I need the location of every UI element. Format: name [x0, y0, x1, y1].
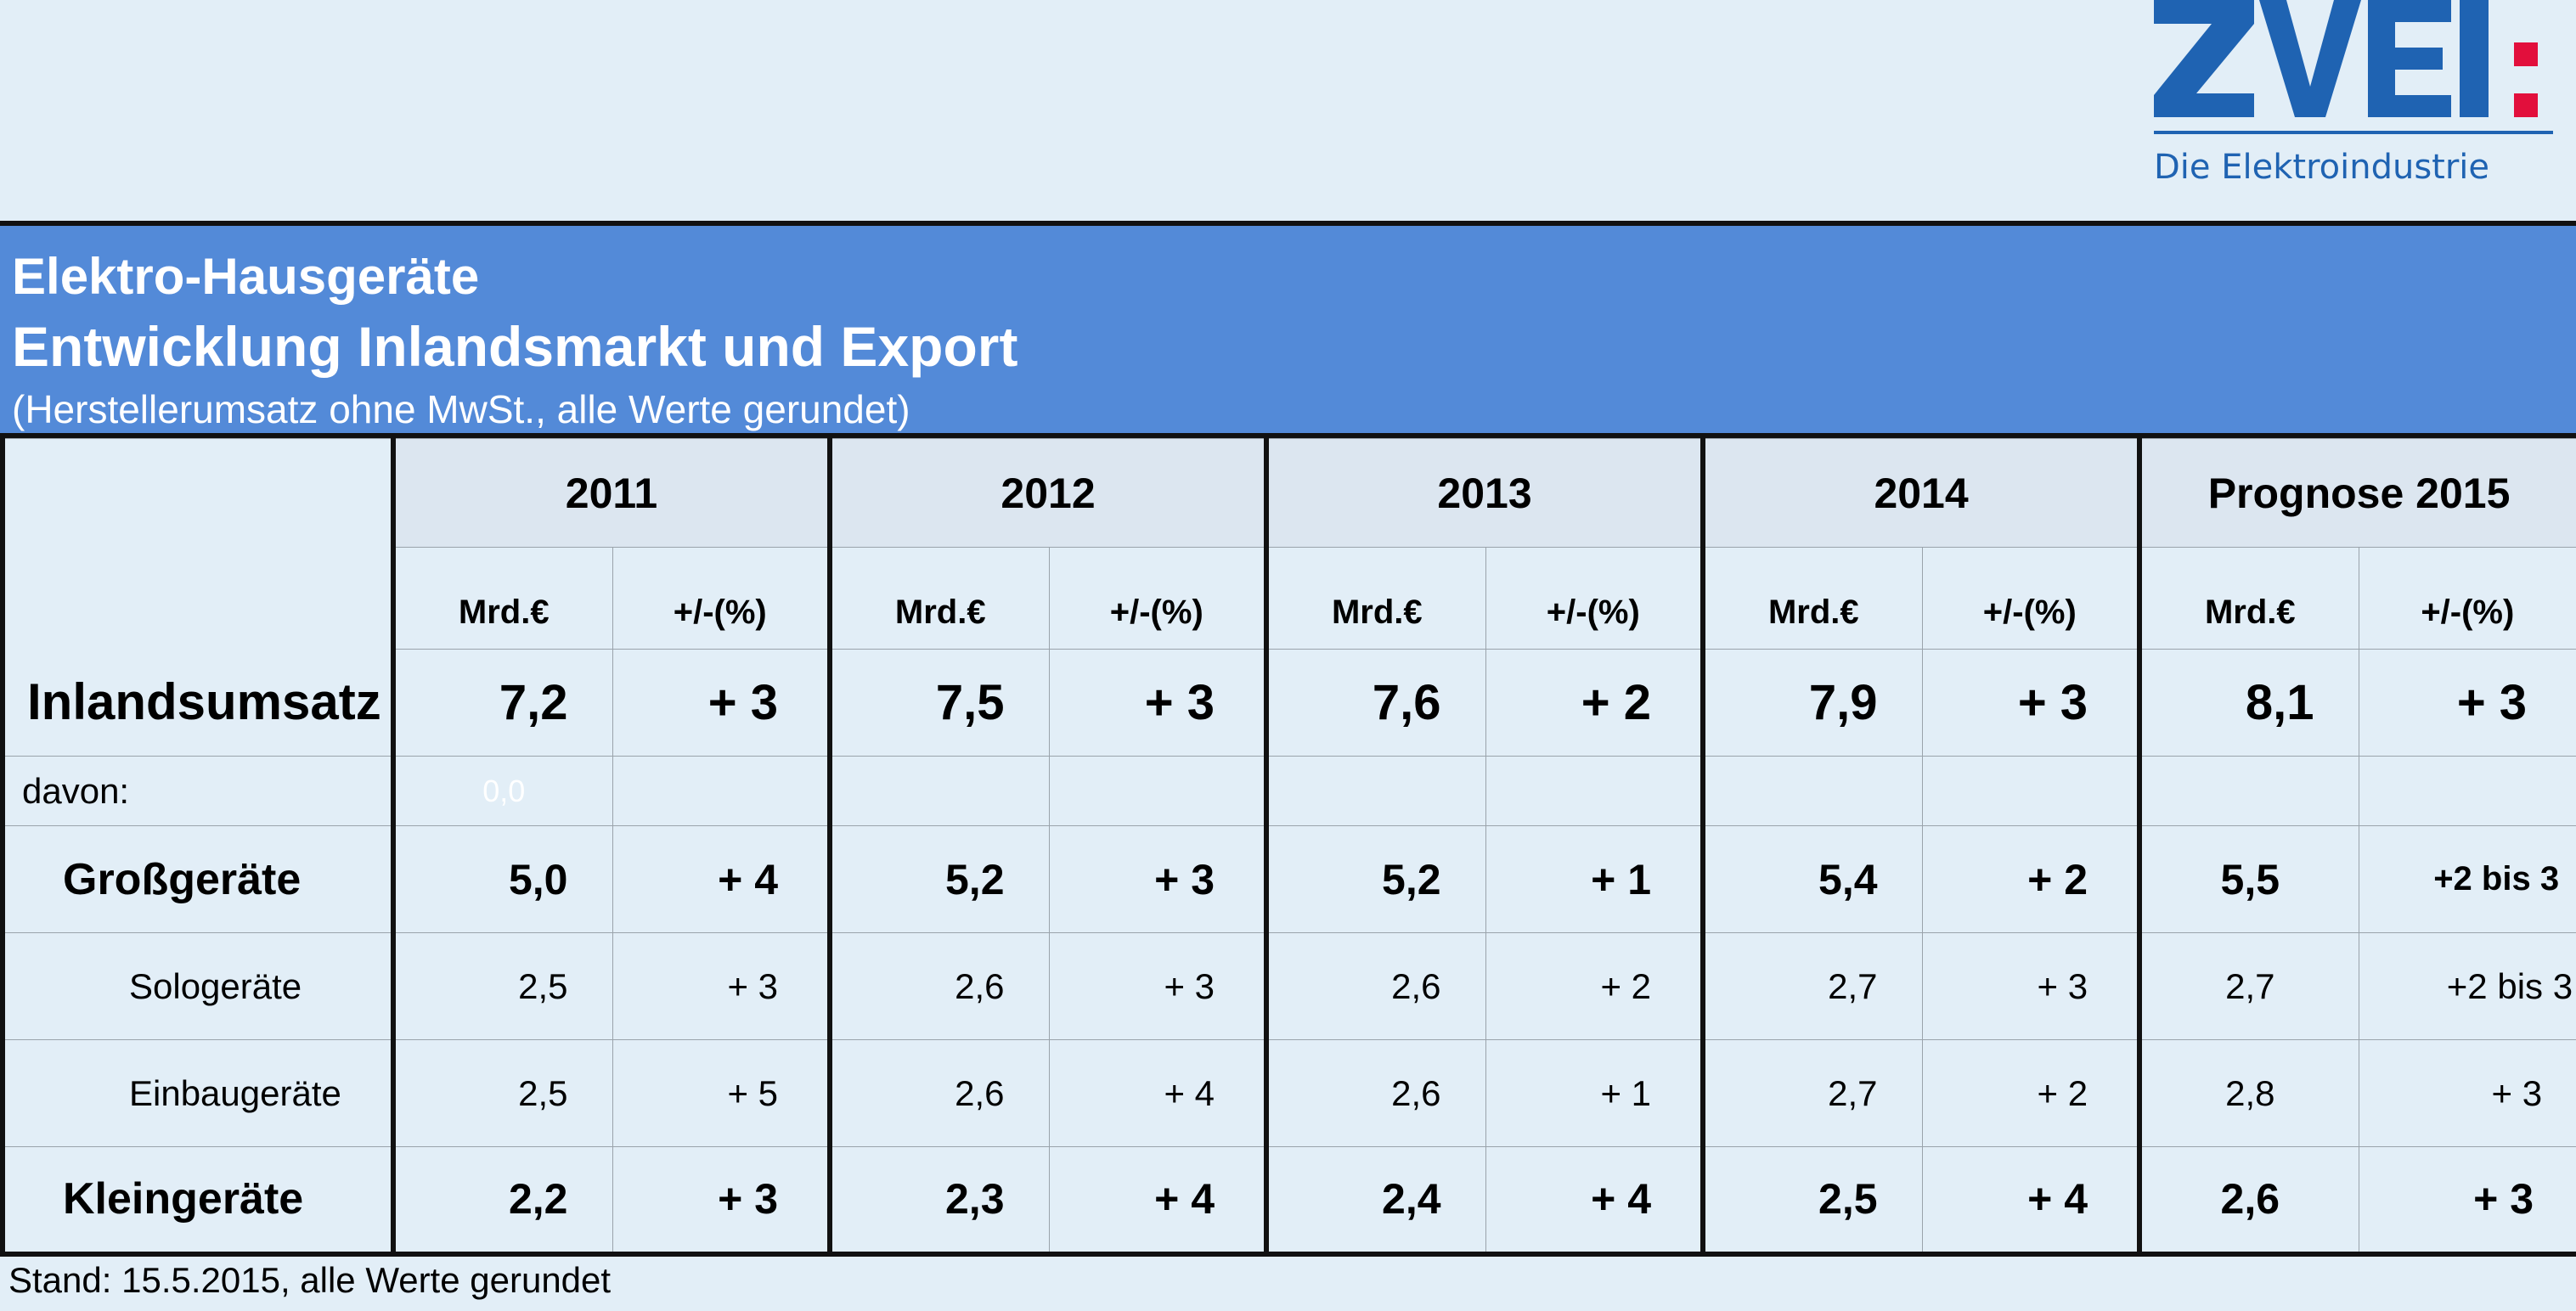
unit-value: Mrd.€ — [1265, 547, 1486, 650]
change-cell: + 2 — [1921, 1039, 2143, 1147]
empty-cell — [829, 756, 1050, 826]
year-2012: 2012 — [829, 438, 1270, 548]
year-header-row: Inlandsumsatz 2011 2012 2013 2014 Progno… — [0, 438, 2576, 757]
value-cell: 2,5 — [392, 1039, 613, 1147]
davon-row: davon: 0,0 — [0, 756, 2576, 826]
year-2015-forecast: Prognose 2015 — [2139, 438, 2576, 548]
gross-row: Großgeräte 5,0 + 4 5,2 + 3 5,2 + 1 5,4 +… — [0, 825, 2576, 933]
year-2014: 2014 — [1702, 438, 2143, 548]
logo-tagline: Die Elektroindustrie — [2154, 148, 2489, 187]
unit-value: Mrd.€ — [1702, 547, 1923, 650]
value-cell: 2,3 — [829, 1146, 1050, 1257]
value-cell: 2,7 — [1702, 1039, 1923, 1147]
unit-change: +/-(%) — [1485, 547, 1706, 650]
value-cell: 2,6 — [829, 932, 1050, 1040]
footer-note: Stand: 15.5.2015, alle Werte gerundet — [8, 1260, 612, 1300]
row-label-cell: Inlandsumsatz — [0, 438, 396, 757]
empty-cell — [1485, 756, 1706, 826]
value-cell: 7,6 — [1265, 649, 1486, 757]
value-cell: 8,1 — [2139, 649, 2359, 757]
change-cell: + 1 — [1485, 825, 1706, 933]
change-cell: + 1 — [1485, 1039, 1706, 1147]
change-cell: + 3 — [612, 932, 833, 1040]
value-cell: 7,5 — [829, 649, 1050, 757]
change-cell: + 3 — [1048, 825, 1270, 933]
change-cell: + 3 — [2358, 1146, 2576, 1257]
value-cell: 2,5 — [392, 932, 613, 1040]
year-2013: 2013 — [1265, 438, 1706, 548]
change-cell: + 3 — [612, 649, 833, 757]
value-cell: 2,5 — [1702, 1146, 1923, 1257]
value-cell: 2,8 — [2139, 1039, 2359, 1147]
value-cell: 2,2 — [392, 1146, 613, 1257]
table-header-banner: Elektro-Hausgeräte Entwicklung Inlandsma… — [0, 221, 2576, 438]
change-cell: + 4 — [612, 825, 833, 933]
empty-cell — [612, 756, 833, 826]
empty-cell — [2358, 756, 2576, 826]
value-cell: 2,4 — [1265, 1146, 1486, 1257]
value-cell: 5,4 — [1702, 825, 1923, 933]
empty-cell — [1265, 756, 1486, 826]
unit-change: +/-(%) — [1921, 547, 2143, 650]
empty-cell — [1921, 756, 2143, 826]
change-cell: + 3 — [612, 1146, 833, 1257]
change-cell: + 2 — [1485, 649, 1706, 757]
value-cell: 2,7 — [1702, 932, 1923, 1040]
empty-cell — [2139, 756, 2359, 826]
change-cell: + 4 — [1048, 1146, 1270, 1257]
unit-value: Mrd.€ — [2139, 547, 2359, 650]
page-note: (Herstellerumsatz ohne MwSt., alle Werte… — [12, 387, 910, 431]
change-cell: + 4 — [1048, 1039, 1270, 1147]
inland-row: 7,2 + 3 7,5 + 3 7,6 + 2 7,9 + 3 8,1 + 3 — [3, 649, 2576, 757]
empty-cell — [1702, 756, 1923, 826]
row-label-einbau: Einbaugeräte — [0, 1039, 396, 1147]
change-cell: + 5 — [612, 1039, 833, 1147]
row-label-inland: Inlandsumsatz — [27, 673, 381, 730]
data-table: Inlandsumsatz 2011 2012 2013 2014 Progno… — [0, 438, 2576, 1257]
change-cell: + 3 — [1921, 932, 2143, 1040]
value-cell: 2,6 — [2139, 1146, 2359, 1257]
unit-value: Mrd.€ — [829, 547, 1050, 650]
page-title: Elektro-Hausgeräte — [12, 248, 480, 305]
unit-change: +/-(%) — [1048, 547, 1270, 650]
unit-value: Mrd.€ — [392, 547, 613, 650]
change-cell: + 3 — [1048, 649, 1270, 757]
empty-cell — [1048, 756, 1270, 826]
change-cell: +2 bis 3 — [2358, 825, 2576, 933]
value-cell: 5,2 — [1265, 825, 1486, 933]
row-label-solo: Sologeräte — [0, 932, 396, 1040]
value-cell: 7,9 — [1702, 649, 1923, 757]
zvei-logo: Die Elektroindustrie — [2154, 0, 2562, 187]
change-cell: + 3 — [1048, 932, 1270, 1040]
klein-row: Kleingeräte 2,2 + 3 2,3 + 4 2,4 + 4 2,5 … — [0, 1146, 2576, 1257]
change-cell: + 4 — [1485, 1146, 1706, 1257]
change-cell: + 4 — [1921, 1146, 2143, 1257]
value-cell: 5,2 — [829, 825, 1050, 933]
page-subtitle: Entwicklung Inlandsmarkt und Export — [12, 315, 1018, 378]
change-cell: +2 bis 3 — [2358, 932, 2576, 1040]
row-label-gross: Großgeräte — [0, 825, 396, 933]
hidden-value: 0,0 — [392, 756, 613, 826]
row-label-klein: Kleingeräte — [0, 1146, 396, 1257]
value-cell: 2,7 — [2139, 932, 2359, 1040]
unit-change: +/-(%) — [612, 547, 833, 650]
einbau-row: Einbaugeräte 2,5 + 5 2,6 + 4 2,6 + 1 2,7… — [0, 1039, 2576, 1147]
value-cell: 7,2 — [392, 649, 613, 757]
value-cell: 5,0 — [392, 825, 613, 933]
unit-change: +/-(%) — [2358, 547, 2576, 650]
change-cell: + 3 — [1921, 649, 2143, 757]
solo-row: Sologeräte 2,5 + 3 2,6 + 3 2,6 + 2 2,7 +… — [0, 932, 2576, 1040]
change-cell: + 3 — [2358, 649, 2576, 757]
row-label-davon: davon: — [0, 756, 396, 826]
change-cell: + 2 — [1921, 825, 2143, 933]
value-cell: 2,6 — [1265, 1039, 1486, 1147]
year-2011: 2011 — [392, 438, 833, 548]
value-cell: 2,6 — [829, 1039, 1050, 1147]
value-cell: 5,5 — [2139, 825, 2359, 933]
change-cell: + 2 — [1485, 932, 1706, 1040]
change-cell: + 3 — [2358, 1039, 2576, 1147]
value-cell: 2,6 — [1265, 932, 1486, 1040]
